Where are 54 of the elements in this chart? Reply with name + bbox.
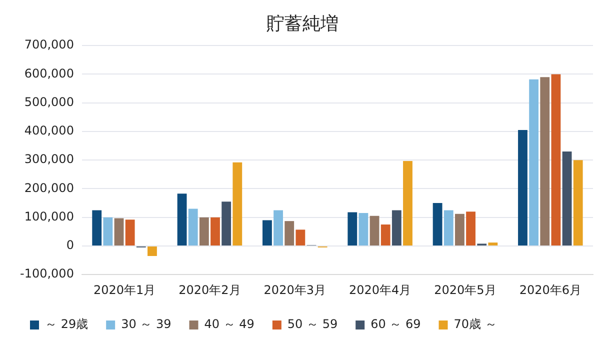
- y-tick-label: -100,000: [20, 266, 74, 281]
- legend-label: 50 ～ 59: [287, 317, 338, 332]
- x-tick-label: 2020年1月: [93, 282, 156, 297]
- bar: [573, 160, 583, 246]
- x-tick-label: 2020年6月: [519, 282, 582, 297]
- chart-title: 貯蓄純増: [266, 13, 338, 34]
- bar: [348, 212, 358, 246]
- bar: [103, 217, 113, 246]
- bar: [148, 246, 157, 256]
- bar: [551, 74, 561, 246]
- bar: [210, 217, 220, 246]
- bar: [92, 210, 102, 246]
- legend-label: 70歳 ～: [454, 317, 497, 332]
- bar: [125, 220, 135, 246]
- x-tick-label: 2020年4月: [348, 282, 412, 297]
- bar: [380, 224, 390, 246]
- bar: [188, 208, 198, 246]
- legend-label: 60 ～ 69: [370, 317, 421, 332]
- bar: [296, 230, 306, 246]
- y-tick-label: 300,000: [24, 152, 74, 166]
- y-tick-label: 700,000: [24, 38, 74, 52]
- bar: [540, 77, 550, 246]
- bar: [222, 202, 232, 246]
- y-tick-label: 200,000: [24, 180, 74, 195]
- legend-label: ～ 29歳: [45, 317, 88, 332]
- bar: [358, 213, 368, 246]
- y-tick-label: 500,000: [24, 94, 74, 109]
- x-tick-label: 2020年5月: [434, 282, 496, 297]
- bar: [370, 216, 380, 246]
- bar: [488, 242, 498, 246]
- bar: [454, 214, 464, 246]
- x-tick-label: 2020年2月: [178, 282, 241, 297]
- legend-label: 30 ～ 39: [121, 317, 172, 332]
- bar: [518, 130, 528, 246]
- bar: [114, 218, 124, 246]
- bar: [403, 160, 412, 246]
- bar: [466, 212, 476, 246]
- y-tick-label: 400,000: [24, 124, 74, 138]
- y-tick-label: 100,000: [24, 209, 74, 224]
- bar: [199, 217, 209, 246]
- bar: [274, 210, 283, 246]
- bar: [232, 162, 242, 246]
- x-tick-label: 2020年3月: [264, 282, 326, 297]
- bar: [284, 221, 294, 246]
- y-tick-label: 0: [66, 238, 74, 252]
- bar: [444, 210, 454, 246]
- bar: [432, 203, 442, 246]
- y-tick-label: 600,000: [24, 66, 74, 80]
- bar: [392, 210, 402, 246]
- bar: [529, 79, 539, 246]
- bar: [262, 220, 272, 246]
- legend-label: 40 ～ 49: [204, 317, 254, 332]
- bar: [562, 152, 572, 246]
- bar: [177, 194, 187, 246]
